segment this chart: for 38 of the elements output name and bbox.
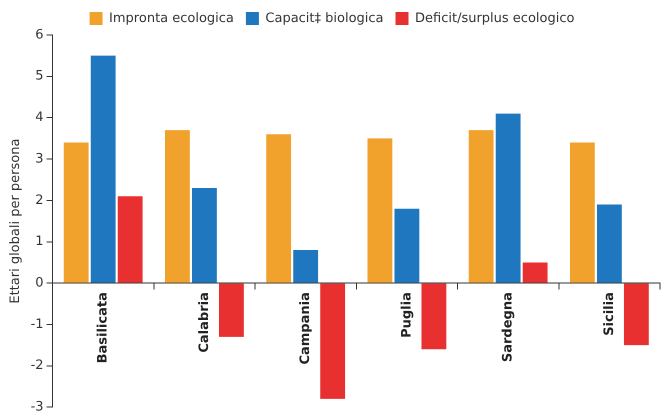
y-tick-label: 4 <box>35 110 44 126</box>
bar <box>64 142 89 283</box>
bar <box>367 138 392 283</box>
bar <box>219 284 244 337</box>
legend-label: Impronta ecologica <box>109 10 234 26</box>
legend-label: Deficit/surplus ecologico <box>415 10 574 26</box>
bar <box>394 208 420 283</box>
y-tick-label: 1 <box>35 234 44 250</box>
y-tick-label: -3 <box>30 400 44 415</box>
bar <box>624 284 649 346</box>
y-tick-label: 3 <box>35 151 44 166</box>
y-tick-label: -2 <box>30 358 44 374</box>
y-tick-label: -1 <box>30 316 44 332</box>
y-tick-label: 6 <box>35 27 44 42</box>
bar <box>90 56 116 283</box>
bar <box>421 284 446 350</box>
bar <box>320 284 346 399</box>
bar <box>496 114 521 283</box>
x-tick-label: Sicilia <box>602 292 617 336</box>
bar <box>468 130 494 283</box>
y-tick-label: 0 <box>35 276 44 291</box>
legend-label: Capacit‡ biologica <box>265 10 384 26</box>
bar <box>192 188 217 283</box>
bar <box>266 134 292 283</box>
x-tick-label: Campania <box>298 292 314 365</box>
bar <box>118 196 143 283</box>
bar <box>522 262 548 283</box>
bar <box>570 142 595 283</box>
y-axis-title: Ettari globali per persona <box>8 138 24 304</box>
x-tick-label: Sardegna <box>500 292 516 362</box>
x-tick-label: Basilicata <box>96 292 111 364</box>
x-tick-label: Calabria <box>196 292 212 353</box>
bar <box>293 250 318 283</box>
bar <box>596 204 622 283</box>
y-tick-label: 5 <box>35 68 44 84</box>
x-tick-label: Puglia <box>399 292 414 338</box>
bar <box>165 130 190 283</box>
y-tick-label: 2 <box>35 192 44 208</box>
